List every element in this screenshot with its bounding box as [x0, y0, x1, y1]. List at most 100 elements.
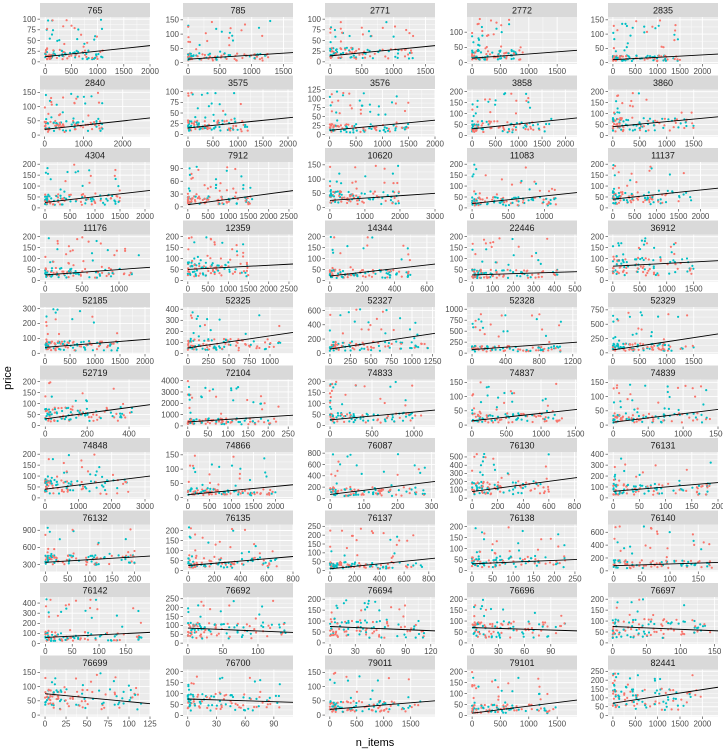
data-point: [224, 113, 227, 116]
data-point: [473, 268, 476, 271]
data-point: [355, 49, 358, 52]
data-point: [677, 126, 680, 129]
data-point: [361, 269, 365, 272]
data-point: [504, 204, 507, 207]
data-point: [187, 248, 190, 251]
data-point: [635, 54, 638, 58]
data-point: [700, 413, 703, 416]
data-point: [510, 57, 513, 61]
data-point: [616, 270, 619, 273]
data-point: [508, 130, 511, 133]
y-tick-label: 0: [175, 349, 180, 358]
data-point: [203, 120, 206, 123]
data-point: [61, 203, 64, 206]
data-point: [209, 238, 213, 241]
data-point: [652, 124, 656, 127]
x-tick-label: 1250: [424, 357, 442, 366]
data-point: [546, 203, 549, 206]
x-tick-label: 0: [328, 212, 333, 221]
data-point: [649, 203, 652, 206]
x-tick-label: 1000: [223, 502, 241, 511]
data-point: [528, 188, 531, 191]
data-point: [684, 121, 687, 124]
data-point: [351, 181, 354, 184]
data-point: [86, 129, 90, 132]
data-point: [74, 399, 77, 402]
data-point: [113, 199, 116, 202]
data-point: [225, 119, 228, 122]
data-point: [349, 485, 352, 489]
x-tick-label: 0: [43, 357, 48, 366]
facet-strip: [325, 438, 435, 452]
data-point: [96, 57, 99, 61]
data-point: [392, 124, 395, 127]
y-tick-label: 0: [600, 349, 605, 358]
data-point: [61, 58, 64, 61]
data-point: [226, 339, 229, 342]
data-point: [630, 99, 633, 103]
data-point: [519, 46, 522, 49]
x-tick-label: 0: [43, 430, 48, 439]
data-point: [67, 270, 70, 273]
data-point: [621, 102, 624, 105]
data-point: [212, 488, 215, 491]
data-point: [390, 101, 394, 104]
data-point: [63, 42, 66, 46]
data-point: [383, 126, 386, 129]
data-point: [95, 348, 99, 351]
data-point: [540, 275, 544, 278]
data-point: [409, 419, 412, 422]
data-point: [271, 490, 274, 493]
data-point: [340, 56, 343, 59]
data-point: [345, 46, 348, 49]
y-tick-label: 200: [308, 335, 322, 344]
data-point: [411, 417, 414, 420]
data-point: [634, 342, 637, 345]
data-point: [477, 414, 480, 417]
data-point: [547, 349, 550, 352]
data-point: [229, 27, 232, 30]
data-point: [486, 276, 489, 279]
data-point: [107, 273, 110, 276]
data-point: [476, 120, 479, 123]
data-point: [381, 276, 384, 279]
facet-strip: [325, 3, 435, 17]
x-tick-label: 500: [365, 430, 379, 439]
data-point: [46, 271, 49, 274]
plot-panel: [608, 89, 718, 137]
data-point: [91, 259, 94, 262]
data-point: [676, 386, 680, 389]
data-point: [475, 168, 478, 171]
data-point: [107, 266, 111, 270]
data-point: [52, 308, 55, 311]
data-point: [613, 258, 616, 261]
data-point: [264, 471, 267, 474]
data-point: [87, 416, 90, 419]
data-point: [219, 417, 222, 420]
data-point: [101, 127, 104, 130]
data-point: [48, 341, 51, 344]
data-point: [188, 398, 191, 401]
data-point: [214, 492, 217, 496]
data-point: [204, 386, 207, 389]
data-point: [474, 112, 477, 115]
data-point: [612, 255, 615, 258]
data-point: [88, 181, 91, 184]
data-point: [196, 489, 199, 492]
data-point: [47, 419, 50, 422]
data-point: [99, 417, 102, 420]
data-point: [87, 240, 90, 243]
data-point: [192, 467, 195, 470]
data-point: [497, 396, 500, 399]
scatter-points: [43, 91, 104, 134]
x-tick-label: 0: [470, 140, 475, 149]
data-point: [235, 250, 239, 253]
data-point: [82, 45, 85, 48]
data-point: [384, 276, 387, 279]
data-point: [545, 409, 549, 413]
data-point: [329, 401, 332, 404]
data-point: [487, 100, 490, 103]
data-point: [67, 262, 70, 265]
data-point: [511, 128, 514, 131]
